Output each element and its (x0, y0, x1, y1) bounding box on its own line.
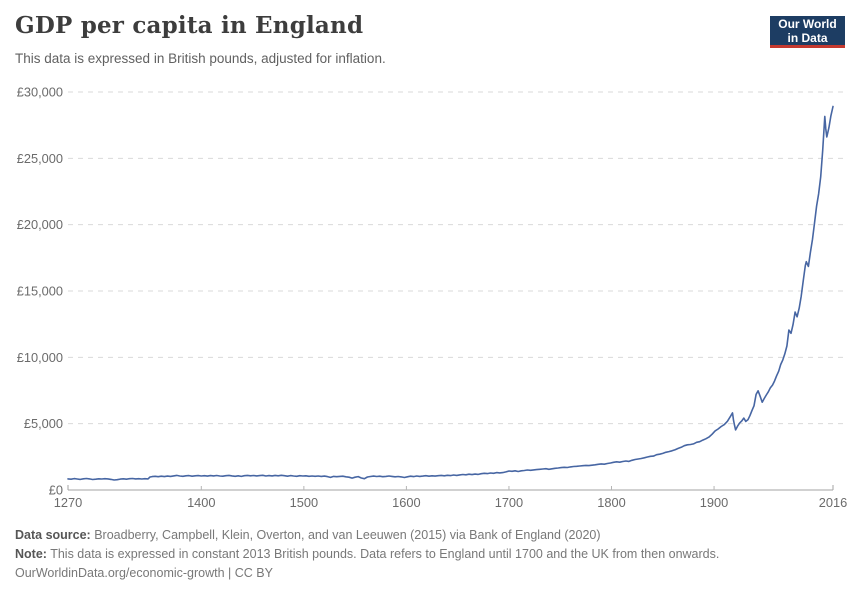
owid-logo-text: Our World in Data (770, 16, 845, 45)
y-axis-tick-label: £5,000 (24, 416, 63, 431)
citation-line[interactable]: OurWorldinData.org/economic-growth | CC … (15, 566, 273, 580)
owid-logo-accent-bar (770, 45, 845, 48)
y-axis-tick-label: £10,000 (17, 350, 63, 365)
x-axis-tick-label: 1270 (54, 495, 82, 510)
owid-logo[interactable]: Our World in Data (770, 16, 845, 48)
note-label: Note: (15, 547, 47, 561)
data-source-label: Data source: (15, 528, 91, 542)
y-axis-tick-label: £0 (49, 483, 63, 498)
x-axis-tick-label: 1500 (290, 495, 318, 510)
owid-logo-line1: Our World (778, 17, 837, 31)
x-axis-tick-label: 1700 (495, 495, 523, 510)
note-text: This data is expressed in constant 2013 … (46, 547, 720, 561)
owid-logo-line2: in Data (787, 30, 828, 45)
x-axis-tick-label: 2016 (819, 495, 847, 510)
data-source-line: Data source: Broadberry, Campbell, Klein… (15, 526, 837, 545)
note-line: Note: This data is expressed in constant… (15, 545, 837, 564)
x-axis-tick-label: 1800 (597, 495, 625, 510)
x-axis-tick-label: 1900 (700, 495, 728, 510)
chart-footer: Data source: Broadberry, Campbell, Klein… (15, 526, 837, 583)
y-axis-tick-label: £20,000 (17, 217, 63, 232)
x-axis-tick-label: 1600 (392, 495, 420, 510)
x-axis-tick-label: 1400 (187, 495, 215, 510)
y-axis-tick-label: £15,000 (17, 284, 63, 299)
y-axis-tick-label: £30,000 (17, 85, 63, 100)
gdp-line-series (67, 105, 834, 481)
data-source-text: Broadberry, Campbell, Klein, Overton, an… (90, 528, 601, 542)
y-axis-tick-label: £25,000 (17, 151, 63, 166)
page-title: GDP per capita in England (15, 12, 364, 39)
line-chart: £0 £5,000 £10,000 £15,000 £20,000 £25,000 £30,… (17, 85, 848, 511)
chart-subtitle: This data is expressed in British pounds… (15, 51, 386, 66)
